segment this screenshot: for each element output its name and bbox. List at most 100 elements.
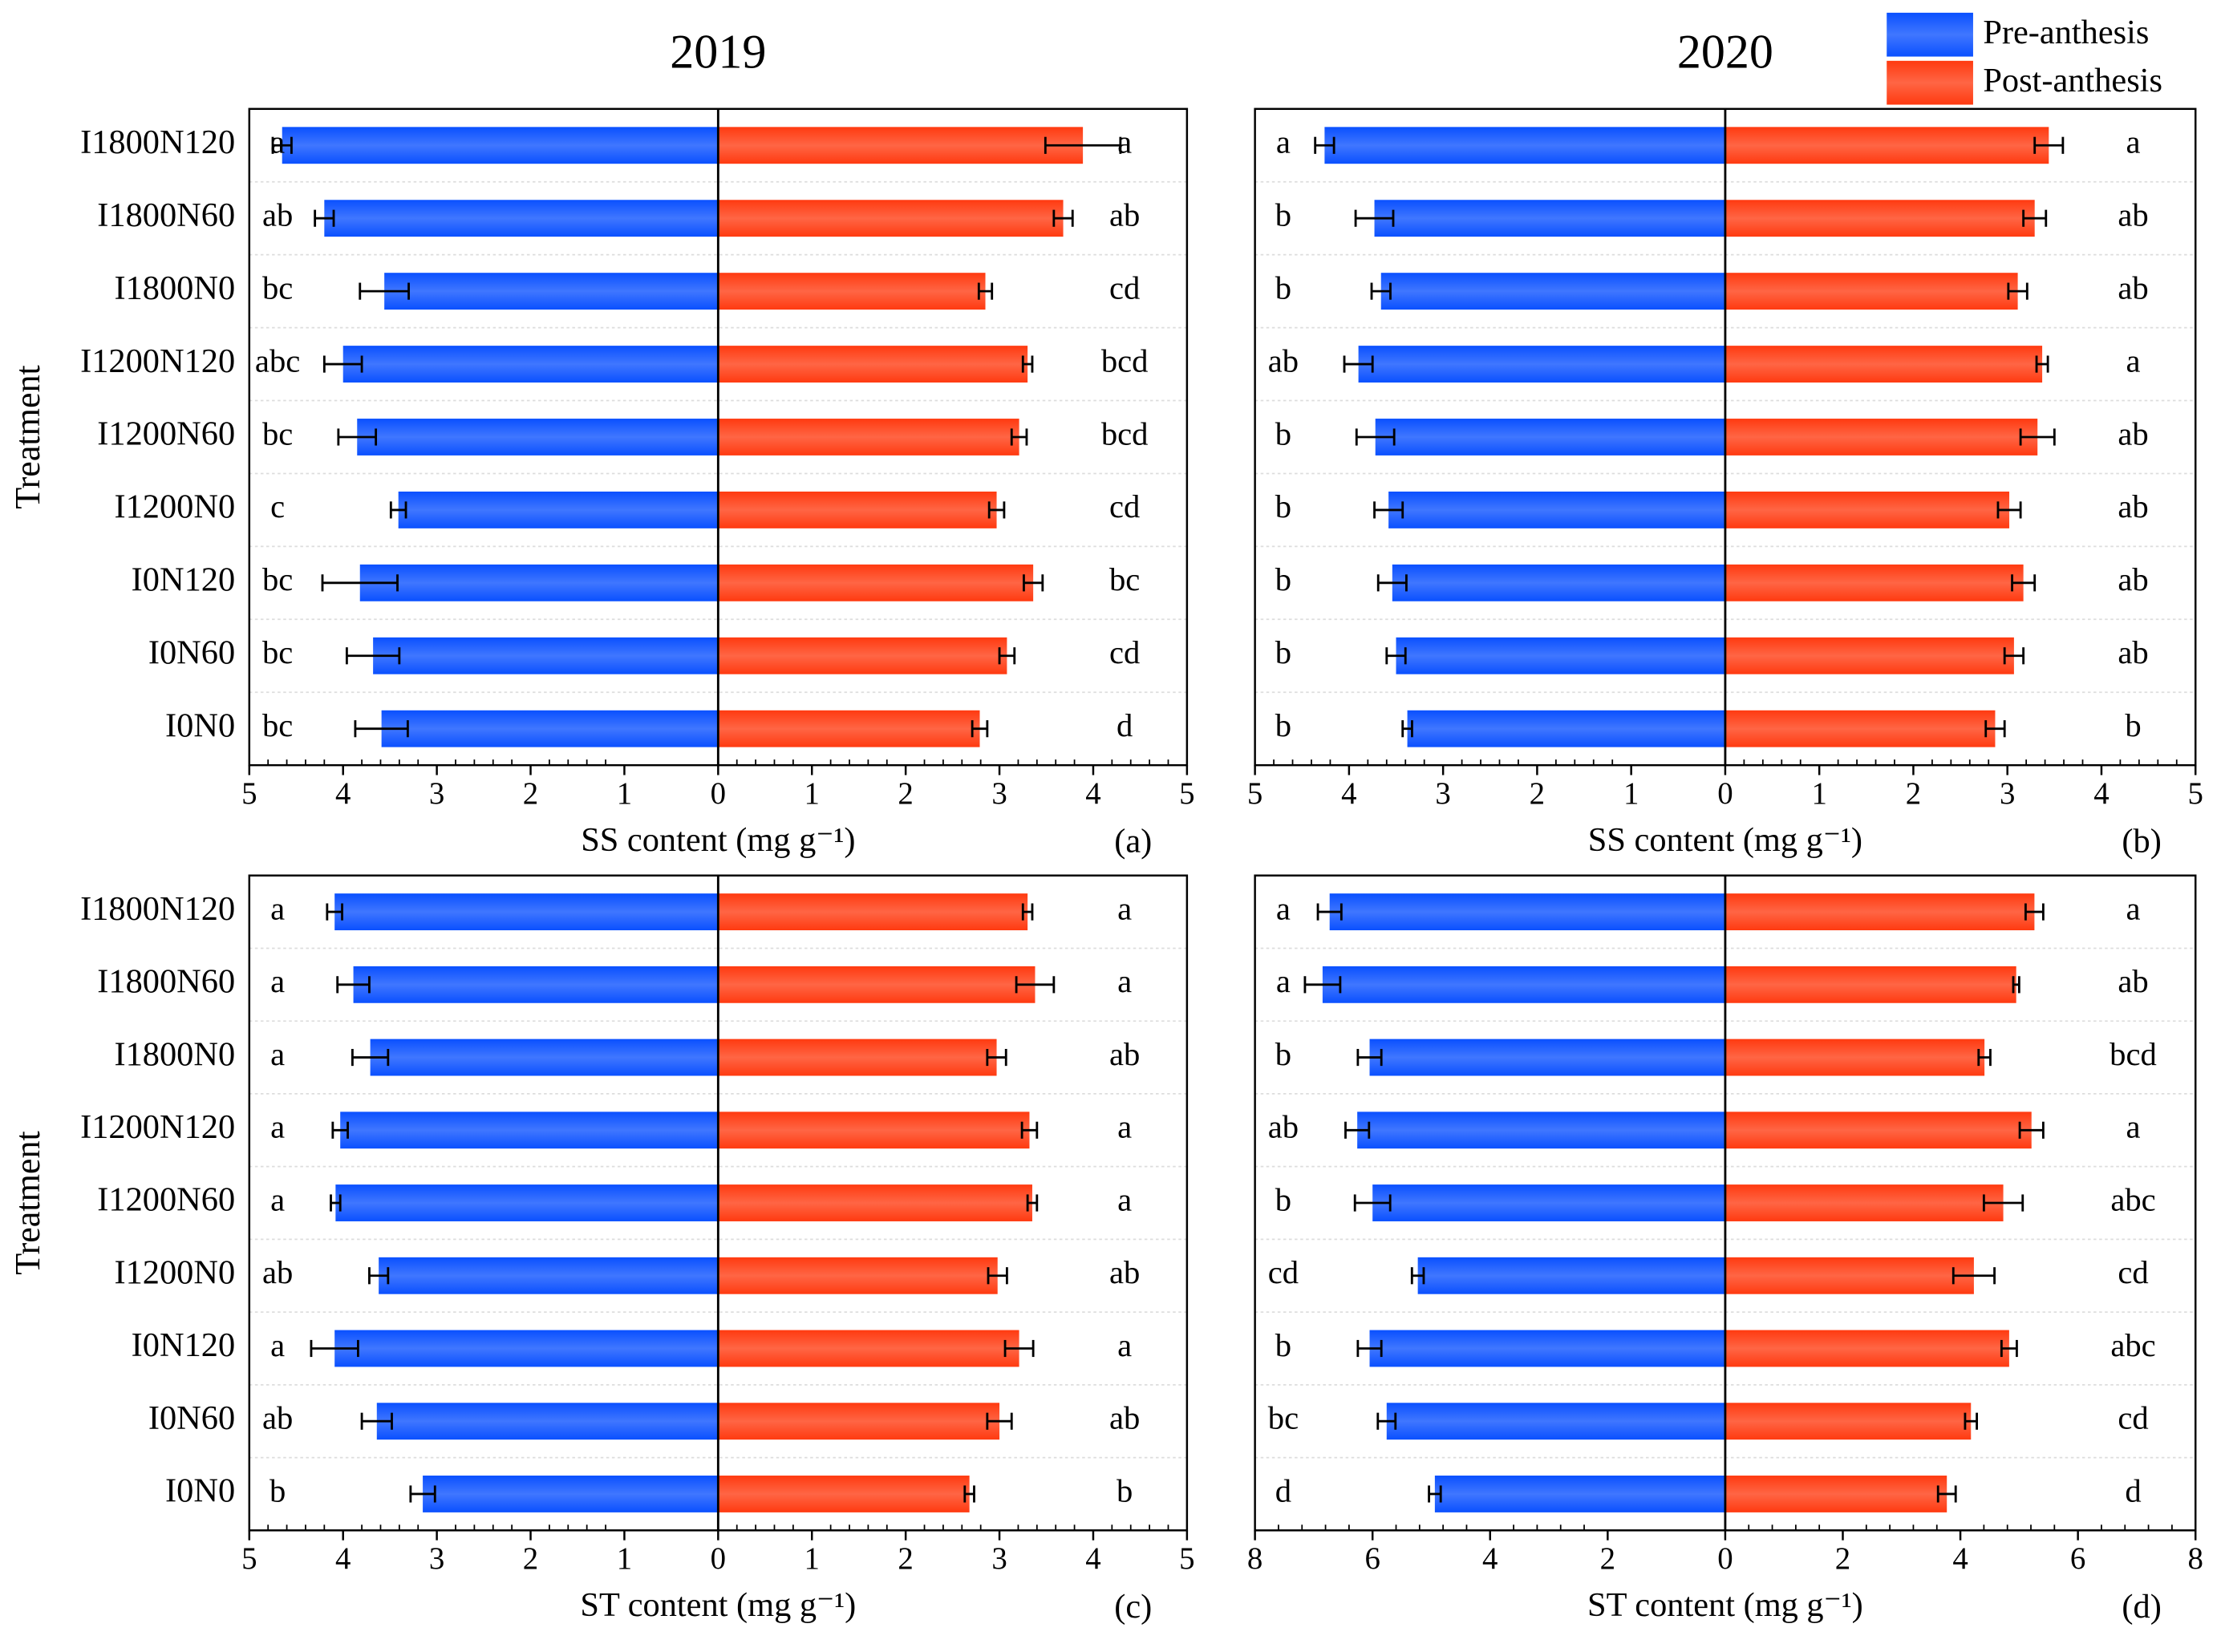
significance-letter: a <box>1117 1181 1132 1217</box>
y-tick-label: I0N120 <box>132 561 235 599</box>
bar <box>718 564 1034 601</box>
significance-letter: ab <box>2118 963 2148 999</box>
significance-letter: bc <box>262 269 293 306</box>
significance-letter: a <box>270 1327 285 1363</box>
significance-letter: ab <box>1268 1109 1299 1145</box>
significance-letter: b <box>1275 1181 1291 1217</box>
significance-letter: ab <box>2118 634 2148 670</box>
bar <box>334 893 719 931</box>
bar <box>379 1257 719 1294</box>
x-tick-label: 0 <box>711 1541 726 1576</box>
x-tick-label: 4 <box>2093 776 2109 811</box>
bar <box>1375 419 1725 456</box>
bar <box>718 419 1019 456</box>
panel-label: (d) <box>2122 1588 2161 1626</box>
bar <box>1725 127 2049 164</box>
x-tick-label: 2 <box>1835 1541 1850 1576</box>
x-tick-label: 4 <box>1482 1541 1498 1576</box>
x-tick-label: 1 <box>1623 776 1639 811</box>
significance-letter: a <box>270 1181 285 1217</box>
x-tick-label: 4 <box>1085 776 1100 811</box>
x-tick-label: 1 <box>805 776 820 811</box>
x-tick-label: 8 <box>1247 1541 1262 1576</box>
bar <box>1725 564 2024 601</box>
bar <box>1725 273 2018 310</box>
bar <box>718 637 1007 674</box>
bar <box>718 127 1084 164</box>
panel-title: 2019 <box>670 25 766 78</box>
significance-letter: ab <box>262 197 293 233</box>
x-tick-label: 6 <box>1364 1541 1380 1576</box>
panel-title: 2020 <box>1677 25 1773 78</box>
bar <box>1725 200 2035 237</box>
significance-letter: a <box>270 890 285 926</box>
significance-letter: d <box>1275 1472 1291 1508</box>
significance-letter: bc <box>262 634 293 670</box>
bar <box>359 564 719 601</box>
significance-letter: ab <box>2118 269 2148 306</box>
y-tick-label: I1800N120 <box>80 890 235 928</box>
significance-letter: cd <box>1109 634 1140 670</box>
significance-letter: ab <box>1109 1254 1140 1290</box>
bar <box>1725 1476 1947 1512</box>
significance-letter: bc <box>262 561 293 597</box>
x-tick-label: 5 <box>2188 776 2203 811</box>
x-tick-label: 2 <box>1530 776 1545 811</box>
significance-letter: cd <box>2118 1400 2148 1436</box>
bar <box>1725 1330 2009 1367</box>
x-tick-label: 4 <box>335 776 351 811</box>
bar <box>718 893 1028 931</box>
significance-letter: b <box>270 1472 286 1508</box>
significance-letter: d <box>1117 707 1133 743</box>
significance-letter: a <box>270 1036 285 1072</box>
bar <box>1725 346 2043 383</box>
panel-label: (b) <box>2122 823 2161 860</box>
significance-letter: b <box>1275 707 1291 743</box>
bar <box>1725 637 2014 674</box>
x-tick-label: 1 <box>617 1541 632 1576</box>
x-tick-label: 5 <box>241 776 257 811</box>
bar <box>381 710 719 747</box>
bar <box>718 491 997 528</box>
significance-letter: c <box>270 488 285 524</box>
bar <box>1396 637 1725 674</box>
x-tick-label: 1 <box>617 776 632 811</box>
bar <box>1324 127 1725 164</box>
y-tick-label: I1800N0 <box>115 269 236 307</box>
bar <box>335 1184 719 1221</box>
bar <box>357 419 719 456</box>
significance-letter: b <box>2125 707 2141 743</box>
legend-label: Pre-anthesis <box>1983 14 2149 51</box>
x-tick-label: 1 <box>1811 776 1826 811</box>
bar <box>1322 966 1725 1003</box>
significance-letter: a <box>1117 1109 1132 1145</box>
significance-letter: ab <box>262 1400 293 1436</box>
bar <box>1417 1257 1725 1294</box>
x-tick-label: 5 <box>1179 1541 1194 1576</box>
bar <box>1434 1476 1725 1512</box>
bar <box>334 1330 719 1367</box>
x-axis-label: ST content (mg g⁻¹) <box>580 1586 856 1624</box>
x-tick-label: 4 <box>335 1541 351 1576</box>
significance-letter: a <box>270 1109 285 1145</box>
significance-letter: a <box>1117 963 1132 999</box>
significance-letter: a <box>1276 963 1291 999</box>
significance-letter: ab <box>2118 415 2148 451</box>
significance-letter: ab <box>1268 342 1299 379</box>
bar <box>718 1184 1032 1221</box>
x-tick-label: 3 <box>991 1541 1007 1576</box>
significance-letter: ab <box>1109 197 1140 233</box>
significance-letter: cd <box>2118 1254 2148 1290</box>
bar <box>324 200 719 237</box>
significance-letter: ab <box>2118 561 2148 597</box>
significance-letter: bc <box>262 707 293 743</box>
bar <box>373 637 719 674</box>
x-tick-label: 8 <box>2188 1541 2203 1576</box>
bar <box>1407 710 1725 747</box>
y-tick-label: I1200N120 <box>80 1108 235 1146</box>
y-tick-label: I0N120 <box>132 1326 235 1364</box>
significance-letter: cd <box>1109 269 1140 306</box>
significance-letter: bc <box>262 415 293 451</box>
